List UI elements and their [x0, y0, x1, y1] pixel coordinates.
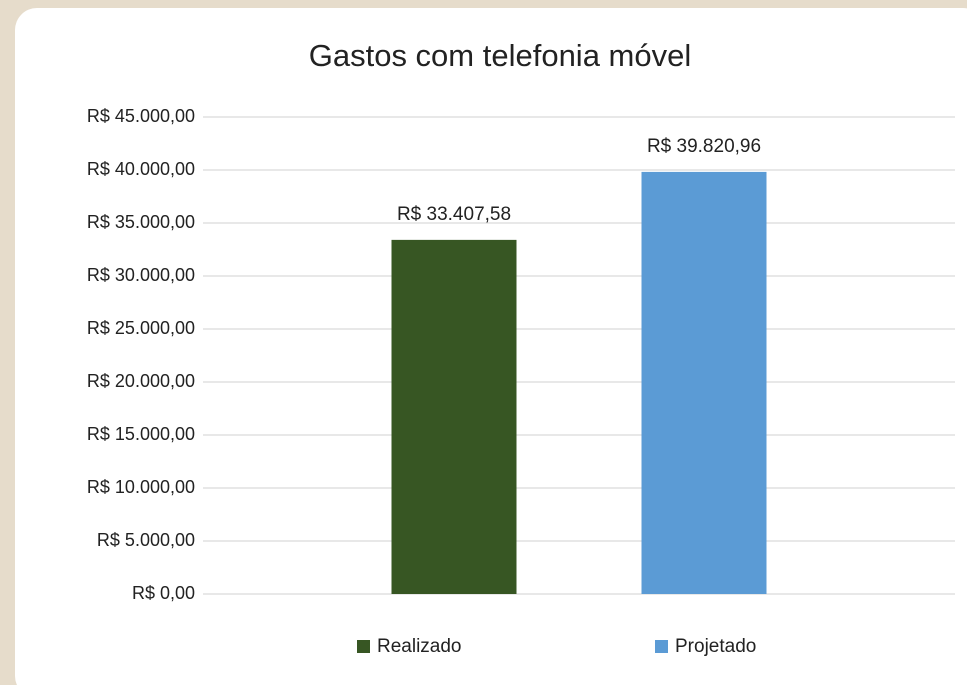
chart-title: Gastos com telefonia móvel: [309, 38, 692, 73]
y-tick-label: R$ 15.000,00: [87, 424, 195, 444]
data-label: R$ 33.407,58: [397, 204, 511, 225]
y-tick-label: R$ 35.000,00: [87, 212, 195, 232]
legend-label: Realizado: [377, 636, 462, 657]
y-tick-label: R$ 5.000,00: [97, 530, 195, 550]
y-tick-label: R$ 20.000,00: [87, 371, 195, 391]
bar: [641, 171, 767, 594]
y-tick-label: R$ 10.000,00: [87, 477, 195, 497]
y-tick-label: R$ 25.000,00: [87, 318, 195, 338]
y-tick-label: R$ 30.000,00: [87, 265, 195, 285]
y-tick-label: R$ 40.000,00: [87, 159, 195, 179]
data-label: R$ 39.820,96: [647, 136, 761, 157]
bar: [391, 239, 517, 595]
y-tick-label: R$ 0,00: [132, 583, 195, 603]
y-tick-label: R$ 45.000,00: [87, 106, 195, 126]
legend-label: Projetado: [675, 636, 756, 657]
legend-swatch: [357, 640, 370, 653]
legend-swatch: [655, 640, 668, 653]
